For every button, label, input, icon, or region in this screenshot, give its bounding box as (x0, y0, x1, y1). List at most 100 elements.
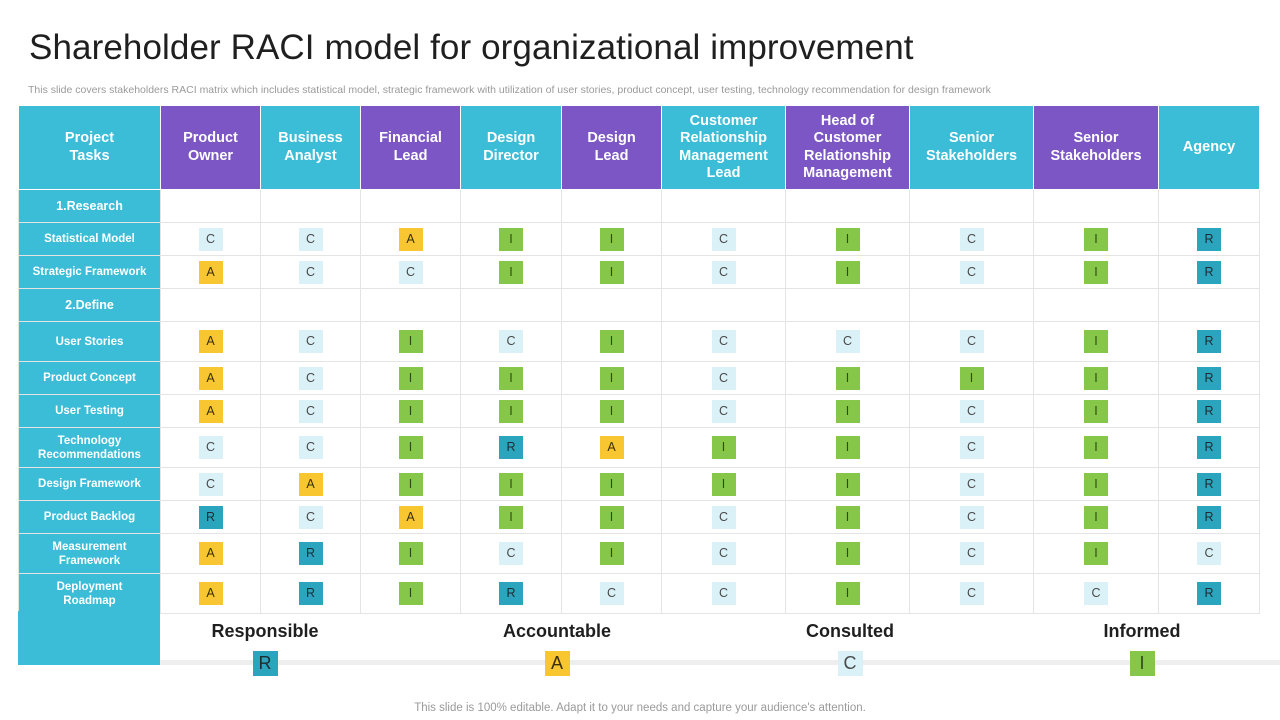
raci-badge: I (599, 542, 624, 565)
legend-side-block (18, 611, 160, 665)
raci-cell: A (160, 394, 261, 428)
raci-cell: C (160, 427, 261, 468)
raci-cell: I (360, 427, 461, 468)
raci-badge: C (499, 542, 523, 565)
raci-cell: C (909, 500, 1034, 534)
empty-cell (1033, 189, 1159, 223)
raci-badge: C (959, 399, 984, 423)
empty-cell (360, 288, 461, 322)
raci-cell: I (1033, 467, 1159, 501)
empty-cell (661, 288, 786, 322)
raci-badge: A (198, 582, 223, 605)
raci-badge: I (499, 505, 523, 529)
empty-cell (160, 189, 261, 223)
raci-cell: C (460, 321, 562, 362)
empty-cell (460, 189, 562, 223)
empty-cell (561, 288, 662, 322)
raci-badge: I (1084, 472, 1108, 496)
raci-badge: I (599, 260, 624, 284)
table-row: User Stories A C I C I C C C I R (18, 321, 1260, 362)
table-row: Product Concept A C I I I C I I I R (18, 361, 1260, 395)
raci-cell: I (1033, 533, 1159, 574)
page-subtitle: This slide covers stakeholders RACI matr… (28, 84, 991, 96)
empty-cell (785, 189, 910, 223)
raci-matrix: Project Tasks Product Owner Business Analyst… (18, 105, 1260, 614)
raci-badge: A (599, 436, 624, 459)
empty-cell (460, 288, 562, 322)
raci-cell: I (785, 467, 910, 501)
raci-badge: C (198, 472, 223, 496)
table-row: Deployment Roadmap A R I R C C I C C R (18, 573, 1260, 614)
raci-badge: A (398, 505, 423, 529)
legend-badge: A (544, 651, 570, 676)
raci-cell: I (460, 500, 562, 534)
task-label: Product Concept (18, 361, 161, 395)
role-header: Design Lead (561, 105, 662, 190)
raci-cell: R (1158, 500, 1260, 534)
raci-cell: C (909, 573, 1034, 614)
raci-badge: I (499, 227, 523, 251)
raci-cell: R (1158, 361, 1260, 395)
raci-badge: I (835, 399, 860, 423)
raci-cell: I (785, 500, 910, 534)
raci-badge: I (398, 436, 423, 459)
role-header: Product Owner (160, 105, 261, 190)
raci-badge: C (298, 227, 323, 251)
raci-badge: I (599, 399, 624, 423)
legend-badge: C (837, 651, 863, 676)
raci-badge: R (1197, 472, 1221, 496)
raci-badge: I (499, 472, 523, 496)
raci-badge: A (198, 542, 223, 565)
raci-badge: C (198, 227, 223, 251)
raci-badge: R (499, 582, 523, 605)
raci-cell: R (460, 427, 562, 468)
raci-badge: C (959, 436, 984, 459)
raci-badge: I (835, 227, 860, 251)
raci-cell: C (661, 573, 786, 614)
raci-cell: I (785, 573, 910, 614)
raci-badge: C (711, 542, 736, 565)
raci-badge: C (711, 260, 736, 284)
raci-cell: R (260, 573, 361, 614)
raci-cell: A (561, 427, 662, 468)
raci-cell: C (661, 321, 786, 362)
legend-item: Informed I (1062, 621, 1222, 676)
raci-badge: A (198, 330, 223, 353)
table-row: User Testing A C I I I C I C I R (18, 394, 1260, 428)
legend-badge: R (252, 651, 278, 676)
raci-badge: A (198, 366, 223, 390)
table-row: Strategic Framework A C C I I C I C I R (18, 255, 1260, 289)
header-row: Project Tasks Product Owner Business Analyst… (18, 105, 1260, 190)
raci-badge: R (198, 505, 223, 529)
raci-badge: I (1084, 542, 1108, 565)
raci-cell: C (909, 321, 1034, 362)
raci-cell: R (160, 500, 261, 534)
raci-cell: C (661, 533, 786, 574)
raci-cell: A (160, 573, 261, 614)
raci-badge: A (198, 399, 223, 423)
raci-cell: I (785, 222, 910, 256)
empty-cell (260, 189, 361, 223)
raci-cell: C (260, 394, 361, 428)
raci-badge: C (959, 542, 984, 565)
raci-badge: I (398, 472, 423, 496)
raci-badge: I (599, 366, 624, 390)
task-label: Measurement Framework (18, 533, 161, 574)
raci-cell: C (561, 573, 662, 614)
task-label: Design Framework (18, 467, 161, 501)
section-label: 2.Define (18, 288, 161, 322)
raci-badge: C (1197, 542, 1221, 565)
raci-cell: I (1033, 255, 1159, 289)
raci-cell: I (785, 533, 910, 574)
raci-cell: R (1158, 427, 1260, 468)
task-label: Technology Recommendations (18, 427, 161, 468)
task-label: Strategic Framework (18, 255, 161, 289)
raci-badge: C (835, 330, 860, 353)
raci-badge: I (398, 542, 423, 565)
raci-cell: C (785, 321, 910, 362)
raci-cell: A (360, 222, 461, 256)
raci-cell: C (1158, 533, 1260, 574)
raci-cell: I (1033, 222, 1159, 256)
raci-badge: A (398, 227, 423, 251)
raci-badge: R (298, 542, 323, 565)
